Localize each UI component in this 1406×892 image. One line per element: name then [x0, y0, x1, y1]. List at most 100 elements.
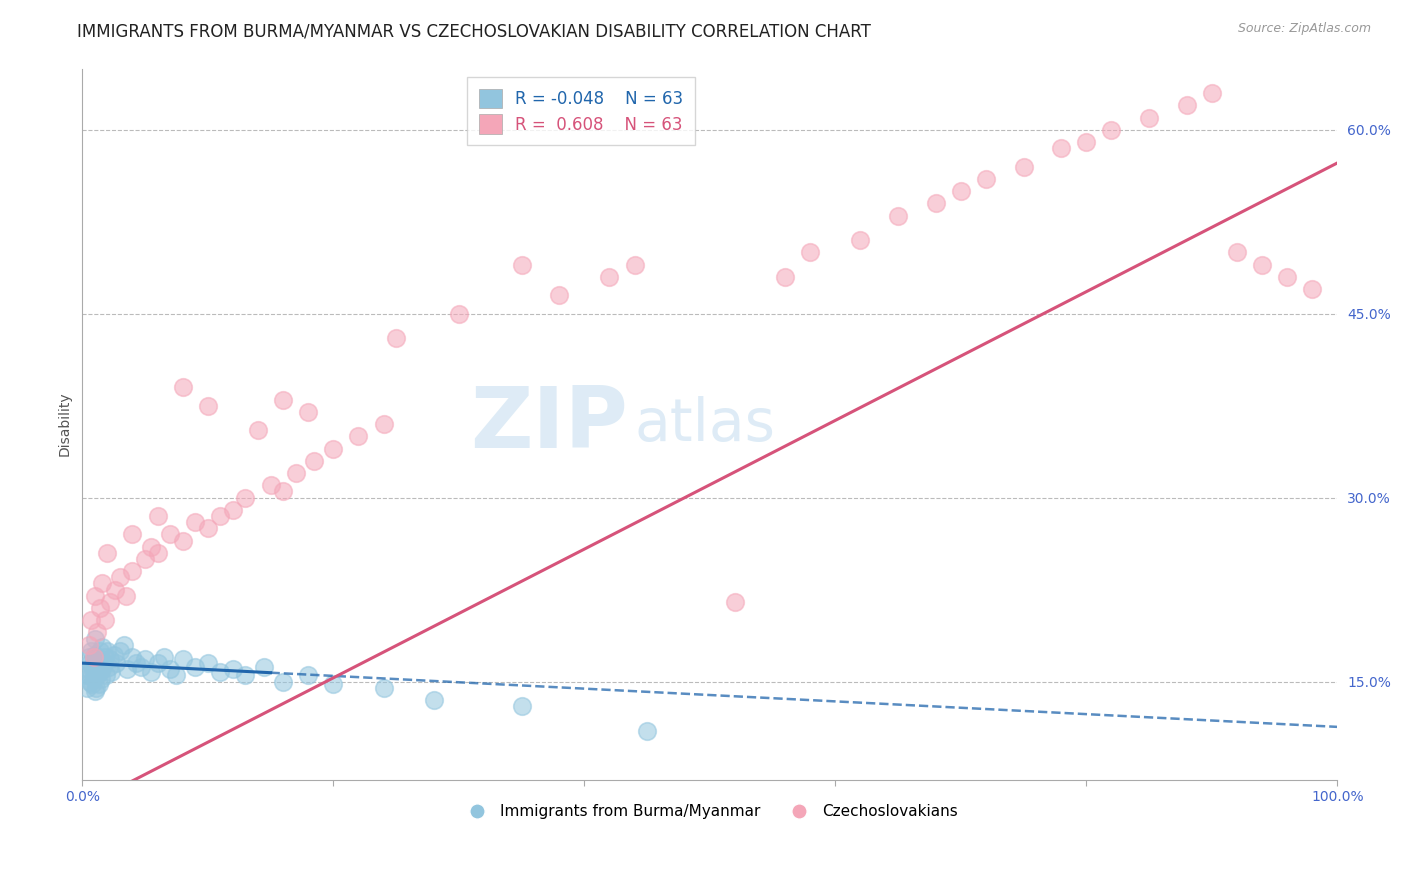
- Point: [373, 417, 395, 431]
- Text: IMMIGRANTS FROM BURMA/MYANMAR VS CZECHOSLOVAKIAN DISABILITY CORRELATION CHART: IMMIGRANTS FROM BURMA/MYANMAR VS CZECHOS…: [77, 22, 872, 40]
- Point: [76, 681, 98, 695]
- Point: [89, 601, 111, 615]
- Point: [83, 632, 105, 646]
- Point: [90, 652, 112, 666]
- Point: [209, 665, 232, 679]
- Text: Source: ZipAtlas.com: Source: ZipAtlas.com: [1237, 22, 1371, 36]
- Point: [1277, 269, 1299, 284]
- Point: [83, 648, 105, 662]
- Point: [773, 269, 796, 284]
- Point: [79, 656, 101, 670]
- Point: [105, 656, 128, 670]
- Point: [146, 508, 169, 523]
- Point: [297, 405, 319, 419]
- Point: [80, 613, 103, 627]
- Point: [104, 582, 127, 597]
- Point: [87, 677, 110, 691]
- Point: [121, 527, 143, 541]
- Point: [209, 508, 232, 523]
- Point: [98, 652, 121, 666]
- Point: [96, 546, 118, 560]
- Point: [86, 625, 108, 640]
- Point: [447, 307, 470, 321]
- Point: [1175, 98, 1198, 112]
- Point: [197, 521, 219, 535]
- Point: [91, 662, 114, 676]
- Point: [271, 392, 294, 407]
- Point: [297, 668, 319, 682]
- Point: [77, 638, 100, 652]
- Point: [799, 245, 821, 260]
- Point: [322, 677, 344, 691]
- Point: [141, 540, 163, 554]
- Point: [134, 552, 156, 566]
- Point: [89, 644, 111, 658]
- Point: [146, 546, 169, 560]
- Point: [84, 660, 107, 674]
- Point: [849, 233, 872, 247]
- Point: [141, 665, 163, 679]
- Point: [91, 640, 114, 655]
- Point: [887, 209, 910, 223]
- Point: [724, 595, 747, 609]
- Point: [77, 662, 100, 676]
- Point: [271, 484, 294, 499]
- Point: [108, 570, 131, 584]
- Point: [253, 660, 276, 674]
- Point: [94, 668, 117, 682]
- Point: [125, 656, 148, 670]
- Point: [1251, 258, 1274, 272]
- Point: [1076, 135, 1098, 149]
- Point: [84, 681, 107, 695]
- Point: [422, 693, 444, 707]
- Point: [83, 589, 105, 603]
- Point: [235, 668, 257, 682]
- Point: [510, 699, 533, 714]
- Point: [83, 652, 105, 666]
- Point: [284, 466, 307, 480]
- Point: [222, 662, 245, 676]
- Point: [385, 331, 408, 345]
- Point: [1137, 111, 1160, 125]
- Point: [129, 660, 152, 674]
- Point: [373, 681, 395, 695]
- Point: [1226, 245, 1249, 260]
- Point: [235, 491, 257, 505]
- Point: [159, 662, 181, 676]
- Point: [172, 380, 194, 394]
- Point: [1101, 123, 1123, 137]
- Point: [1050, 141, 1073, 155]
- Point: [259, 478, 281, 492]
- Point: [77, 650, 100, 665]
- Y-axis label: Disability: Disability: [58, 392, 72, 457]
- Point: [322, 442, 344, 456]
- Point: [108, 644, 131, 658]
- Point: [949, 184, 972, 198]
- Point: [598, 269, 620, 284]
- Point: [86, 650, 108, 665]
- Point: [86, 668, 108, 682]
- Point: [172, 652, 194, 666]
- Point: [103, 648, 125, 662]
- Point: [184, 515, 207, 529]
- Point: [83, 665, 105, 679]
- Legend: Immigrants from Burma/Myanmar, Czechoslovakians: Immigrants from Burma/Myanmar, Czechoslo…: [456, 798, 963, 825]
- Point: [79, 674, 101, 689]
- Point: [90, 672, 112, 686]
- Point: [82, 677, 104, 691]
- Point: [91, 576, 114, 591]
- Point: [87, 656, 110, 670]
- Point: [304, 454, 326, 468]
- Point: [82, 660, 104, 674]
- Point: [1201, 86, 1223, 100]
- Point: [94, 613, 117, 627]
- Point: [83, 650, 105, 665]
- Point: [184, 660, 207, 674]
- Point: [112, 638, 135, 652]
- Point: [80, 644, 103, 658]
- Point: [83, 672, 105, 686]
- Point: [121, 564, 143, 578]
- Point: [636, 723, 658, 738]
- Point: [1012, 160, 1035, 174]
- Point: [93, 656, 115, 670]
